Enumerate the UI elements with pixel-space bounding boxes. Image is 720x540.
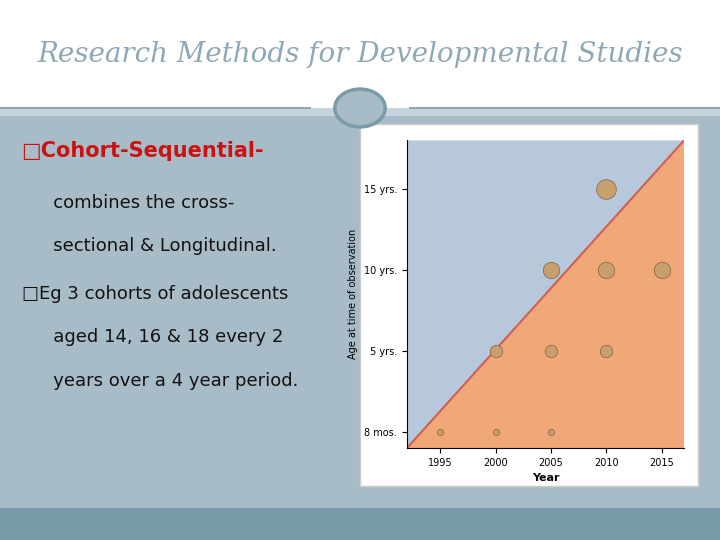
Point xyxy=(434,428,446,436)
Text: □Cohort-Sequential-: □Cohort-Sequential- xyxy=(22,141,264,161)
Circle shape xyxy=(335,89,385,127)
Point xyxy=(490,428,501,436)
Polygon shape xyxy=(407,140,684,448)
Text: combines the cross-: combines the cross- xyxy=(36,193,235,212)
FancyBboxPatch shape xyxy=(0,108,720,116)
Point xyxy=(545,428,557,436)
Point xyxy=(600,266,612,274)
Point xyxy=(545,266,557,274)
Point xyxy=(545,347,557,355)
FancyBboxPatch shape xyxy=(360,124,698,486)
Point xyxy=(656,266,667,274)
Text: aged 14, 16 & 18 every 2: aged 14, 16 & 18 every 2 xyxy=(36,328,284,347)
Y-axis label: Age at time of observation: Age at time of observation xyxy=(348,229,358,360)
Point xyxy=(600,185,612,193)
Text: Research Methods for Developmental Studies: Research Methods for Developmental Studi… xyxy=(37,40,683,68)
Text: years over a 4 year period.: years over a 4 year period. xyxy=(36,372,298,390)
FancyBboxPatch shape xyxy=(0,0,720,108)
Point xyxy=(600,347,612,355)
Point xyxy=(490,347,501,355)
Text: sectional & Longitudinal.: sectional & Longitudinal. xyxy=(36,237,276,255)
Polygon shape xyxy=(407,140,684,448)
Text: □Eg 3 cohorts of adolescents: □Eg 3 cohorts of adolescents xyxy=(22,285,288,303)
FancyBboxPatch shape xyxy=(0,508,720,540)
X-axis label: Year: Year xyxy=(531,474,559,483)
